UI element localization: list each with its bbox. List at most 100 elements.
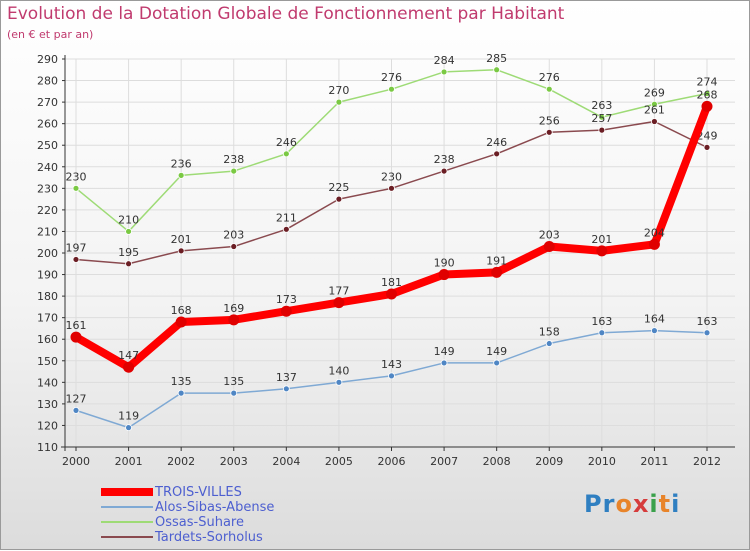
data-point [598,126,606,134]
data-label: 246 [486,136,507,149]
data-label: 274 [697,75,718,88]
legend-label: Tardets-Sorholus [155,530,263,545]
y-tick-label: 270 [37,96,58,109]
data-point [701,100,713,112]
y-tick-label: 280 [37,75,58,88]
data-label: 204 [644,226,665,239]
legend-label: Ossas-Suhare [155,515,244,530]
data-point [493,150,501,158]
data-label: 236 [171,157,192,170]
y-tick-label: 220 [37,204,58,217]
data-label: 190 [434,257,455,270]
y-tick-label: 210 [37,225,58,238]
x-tick-label: 2011 [640,455,668,468]
data-point [703,90,711,97]
x-tick-label: 2006 [378,455,406,468]
chart-subtitle: (en € et par an) [7,28,94,41]
data-label: 169 [223,302,244,315]
data-label: 257 [591,112,612,125]
legend-item: TROIS-VILLES [101,485,274,500]
data-point [388,184,395,192]
data-label: 230 [381,170,402,183]
data-point [230,167,238,175]
data-point [123,361,135,373]
legend-item: Tardets-Sorholus [101,530,274,545]
x-tick-label: 2004 [272,455,300,468]
data-point [333,297,345,309]
data-label: 158 [539,326,560,339]
data-label: 173 [276,293,297,306]
data-label: 140 [328,364,349,377]
data-point [491,266,503,278]
data-point [282,225,290,233]
data-point [177,171,185,179]
data-label: 238 [434,153,455,166]
chart-title: Evolution de la Dotation Globale de Fonc… [7,4,565,24]
x-tick-label: 2000 [62,455,90,468]
legend-swatch [101,488,153,496]
data-label: 285 [486,52,507,65]
data-point [228,314,240,326]
data-label: 127 [66,392,87,405]
legend-swatch [101,521,153,523]
data-label: 149 [486,345,507,358]
x-tick-label: 2009 [535,455,563,468]
data-label: 161 [66,319,87,332]
data-label: 203 [539,229,560,242]
data-label: 270 [328,84,349,97]
y-tick-label: 130 [37,398,58,411]
data-point [543,241,555,253]
data-point [440,167,448,175]
data-point [335,195,343,203]
data-label: 119 [118,410,139,423]
data-point [175,316,187,328]
y-tick-label: 170 [37,312,58,325]
data-label: 276 [539,71,560,84]
data-label: 137 [276,371,297,384]
y-tick-label: 260 [37,118,58,131]
data-label: 191 [486,254,507,267]
data-point [545,340,553,347]
data-point [438,269,450,281]
data-label: 256 [539,114,560,127]
data-label: 163 [697,315,718,328]
legend-swatch [101,536,153,538]
data-point [177,389,185,397]
data-point [72,406,80,414]
data-label: 168 [171,304,192,317]
y-tick-label: 120 [37,419,58,432]
data-point [703,329,711,337]
x-tick-label: 2010 [588,455,616,468]
data-point [651,100,658,108]
data-point [598,113,606,121]
y-tick-label: 110 [37,441,58,454]
data-label: 181 [381,276,402,289]
data-point [386,288,397,300]
data-label: 164 [644,313,665,326]
legend-swatch [101,506,153,508]
data-point [545,128,553,136]
y-tick-label: 140 [37,376,58,389]
data-point [230,389,238,397]
data-label: 230 [66,170,87,183]
data-point [651,327,658,335]
data-label: 135 [171,375,192,388]
legend-label: Alos-Sibas-Abense [155,500,275,515]
data-label: 149 [434,345,455,358]
data-point [388,372,395,380]
data-label: 211 [276,211,297,224]
x-tick-label: 2007 [430,455,458,468]
data-point [280,305,292,317]
data-point [72,256,80,263]
legend-item: Ossas-Suhare [101,515,274,530]
data-label: 135 [223,375,244,388]
data-label: 195 [118,246,139,259]
data-point [545,85,553,93]
data-label: 238 [223,153,244,166]
data-point [703,143,711,151]
data-point [125,424,132,432]
data-label: 143 [381,358,402,371]
y-tick-label: 200 [37,247,58,260]
y-tick-label: 230 [37,182,58,195]
